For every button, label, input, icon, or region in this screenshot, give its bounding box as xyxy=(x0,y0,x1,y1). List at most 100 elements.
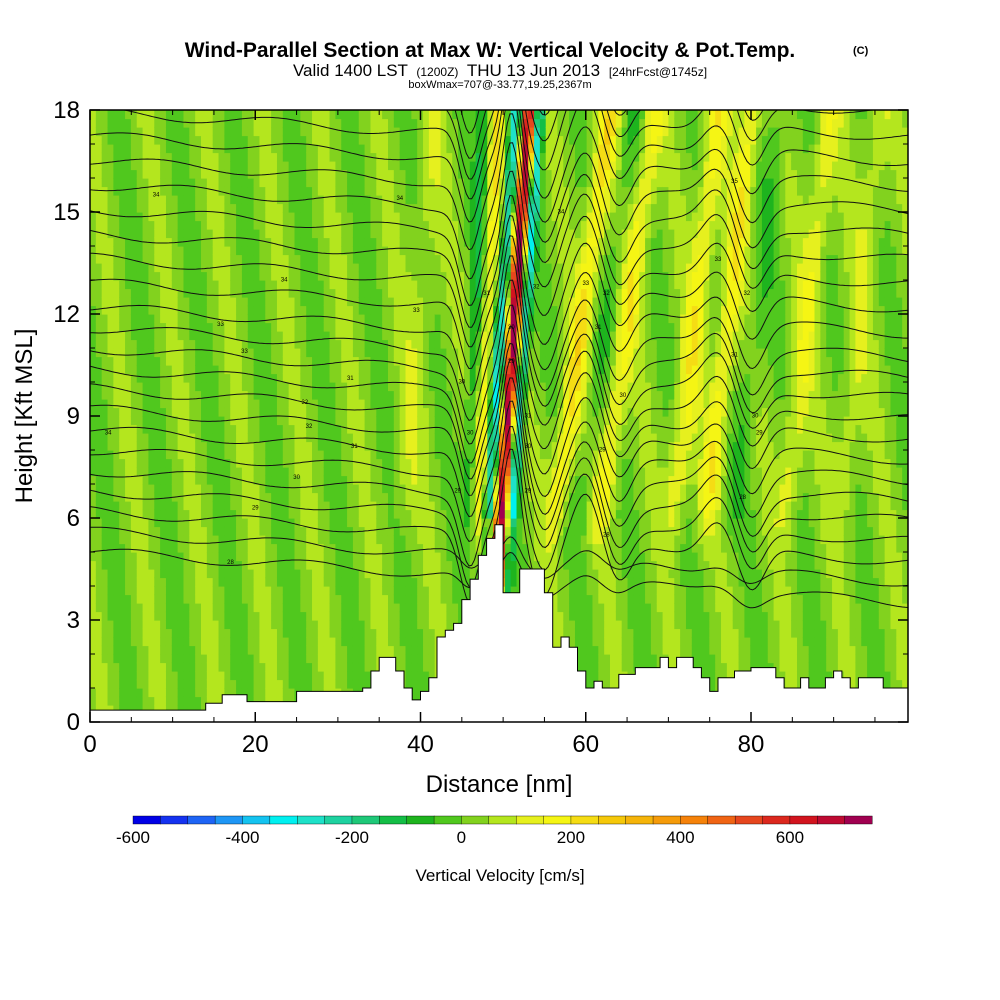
velocity-cell xyxy=(312,594,319,604)
velocity-cell xyxy=(177,492,185,502)
velocity-cell xyxy=(317,441,325,451)
velocity-cell xyxy=(177,586,185,596)
velocity-cell xyxy=(107,220,114,230)
velocity-cell xyxy=(142,331,150,341)
velocity-cell xyxy=(253,322,261,332)
velocity-cell xyxy=(411,186,418,196)
velocity-cell xyxy=(358,628,366,638)
velocity-cell xyxy=(323,373,331,383)
velocity-cell xyxy=(370,127,377,137)
velocity-cell xyxy=(125,407,132,417)
velocity-cell xyxy=(247,484,255,494)
velocity-cell xyxy=(393,450,401,460)
velocity-cell xyxy=(195,280,202,290)
velocity-cell xyxy=(107,603,114,613)
velocity-cell xyxy=(282,679,290,689)
velocity-cell xyxy=(241,467,249,477)
velocity-cell xyxy=(212,339,220,349)
velocity-cell xyxy=(271,399,278,409)
velocity-cell xyxy=(405,229,412,239)
velocity-cell xyxy=(405,458,412,468)
velocity-cell xyxy=(177,543,185,553)
velocity-cell xyxy=(323,671,331,681)
velocity-cell xyxy=(165,280,173,290)
velocity-cell xyxy=(212,331,220,341)
velocity-cell xyxy=(300,127,307,137)
velocity-cell xyxy=(352,569,360,579)
velocity-cell xyxy=(265,331,272,341)
velocity-cell xyxy=(177,450,185,460)
velocity-cell xyxy=(177,620,185,630)
velocity-cell xyxy=(189,135,196,145)
velocity-cell xyxy=(469,424,477,434)
velocity-cell xyxy=(387,288,395,298)
velocity-cell xyxy=(189,560,196,570)
velocity-cell xyxy=(148,152,155,162)
velocity-cell xyxy=(370,288,377,298)
velocity-cell xyxy=(236,611,243,621)
velocity-cell xyxy=(218,450,225,460)
velocity-cell xyxy=(253,637,261,647)
velocity-cell xyxy=(130,594,138,604)
velocity-cell xyxy=(387,246,395,256)
velocity-cell xyxy=(259,645,266,655)
velocity-cell xyxy=(236,603,243,613)
velocity-cell xyxy=(358,348,366,358)
velocity-cell xyxy=(107,594,114,604)
velocity-cell xyxy=(393,144,401,154)
velocity-cell xyxy=(247,560,255,570)
velocity-cell xyxy=(446,416,453,426)
velocity-cell xyxy=(253,288,261,298)
velocity-cell xyxy=(95,203,103,213)
velocity-cell xyxy=(130,450,138,460)
velocity-cell xyxy=(434,390,442,400)
velocity-cell xyxy=(452,314,459,324)
velocity-cell xyxy=(300,628,307,638)
velocity-cell xyxy=(189,577,196,587)
velocity-cell xyxy=(160,169,167,179)
velocity-cell xyxy=(253,203,261,213)
velocity-cell xyxy=(352,220,360,230)
velocity-cell xyxy=(206,254,214,264)
velocity-cell xyxy=(183,297,190,307)
velocity-cell xyxy=(189,492,196,502)
velocity-cell xyxy=(253,254,261,264)
velocity-cell xyxy=(358,237,366,247)
velocity-cell xyxy=(428,348,436,358)
velocity-cell xyxy=(183,560,190,570)
velocity-cell xyxy=(440,229,448,239)
velocity-cell xyxy=(265,560,272,570)
velocity-cell xyxy=(364,339,372,349)
velocity-cell xyxy=(294,450,301,460)
velocity-cell xyxy=(265,535,272,545)
velocity-cell xyxy=(317,356,325,366)
velocity-cell xyxy=(440,620,448,630)
velocity-cell xyxy=(428,450,436,460)
velocity-cell xyxy=(165,203,173,213)
velocity-cell xyxy=(113,628,120,638)
velocity-cell xyxy=(300,152,307,162)
velocity-cell xyxy=(90,229,97,239)
velocity-cell xyxy=(329,552,336,562)
velocity-cell xyxy=(312,577,319,587)
velocity-cell xyxy=(469,560,477,570)
velocity-cell xyxy=(288,450,296,460)
velocity-cell xyxy=(218,186,225,196)
velocity-cell xyxy=(463,263,471,273)
velocity-cell xyxy=(160,331,167,341)
velocity-cell xyxy=(417,254,424,264)
velocity-cell xyxy=(481,144,488,154)
velocity-cell xyxy=(341,620,348,630)
velocity-cell xyxy=(154,220,161,230)
velocity-cell xyxy=(276,611,284,621)
velocity-cell xyxy=(171,526,179,536)
velocity-cell xyxy=(212,229,220,239)
velocity-cell xyxy=(452,220,459,230)
velocity-cell xyxy=(171,416,179,426)
velocity-cell xyxy=(247,637,255,647)
velocity-cell xyxy=(236,509,243,519)
velocity-cell xyxy=(218,467,225,477)
velocity-cell xyxy=(125,594,132,604)
velocity-cell xyxy=(300,314,307,324)
velocity-cell xyxy=(130,331,138,341)
